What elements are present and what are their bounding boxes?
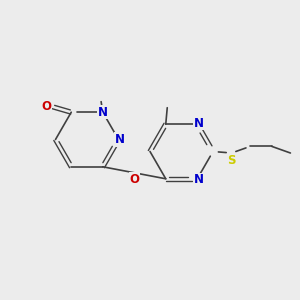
Text: N: N: [98, 106, 108, 119]
Text: N: N: [194, 173, 203, 187]
Text: O: O: [129, 173, 139, 186]
Text: O: O: [41, 100, 51, 113]
Text: S: S: [227, 154, 236, 167]
Text: N: N: [115, 133, 125, 146]
Text: N: N: [194, 116, 203, 130]
